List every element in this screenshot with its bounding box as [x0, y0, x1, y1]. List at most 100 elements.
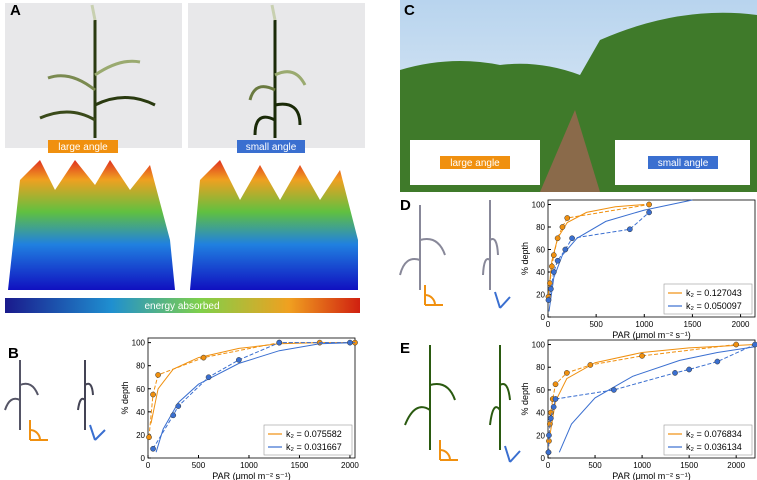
y-tick-label: 60	[136, 385, 145, 394]
data-point	[276, 339, 283, 346]
fit-curve	[155, 342, 356, 453]
tag-box	[648, 156, 718, 169]
y-tick-label: 40	[536, 409, 545, 418]
fit-curve	[548, 199, 693, 312]
tag: large angle	[450, 158, 500, 169]
x-tick-label: 1000	[635, 320, 653, 329]
data-point	[546, 432, 552, 439]
data-point	[569, 235, 575, 242]
y-axis-label: % depth	[520, 382, 530, 415]
x-tick-label: 1000	[633, 461, 651, 470]
data-point	[150, 445, 156, 452]
tag-box	[48, 140, 118, 153]
legend-label: k₂ = 0.076834	[686, 429, 742, 439]
y-tick-label: 80	[136, 362, 145, 371]
panel-label: B	[8, 345, 19, 362]
data-point	[611, 387, 617, 393]
tag: large angle	[58, 142, 108, 153]
y-tick-label: 20	[136, 431, 145, 440]
legend-label: k₂ = 0.036134	[686, 442, 742, 452]
fit-curve	[150, 342, 355, 424]
y-tick-label: 0	[141, 454, 146, 463]
x-tick-label: 2000	[341, 461, 359, 470]
y-tick-label: 60	[536, 386, 545, 395]
legend-box	[263, 424, 353, 456]
data-point	[587, 362, 594, 368]
fit-curve	[558, 346, 756, 453]
x-tick-label: 1500	[291, 461, 309, 470]
colorbar-label: energy absorbed	[144, 301, 219, 312]
tag-box	[237, 140, 305, 153]
plot-frame	[547, 199, 756, 318]
plant-small	[248, 4, 307, 138]
panel-label: A	[10, 2, 21, 19]
y-axis-label: % depth	[520, 242, 530, 275]
x-axis-label: PAR (μmol m⁻² s⁻¹)	[612, 471, 691, 480]
data-point	[733, 341, 740, 348]
data-line	[548, 344, 756, 453]
data-point	[686, 366, 692, 373]
data-point	[646, 209, 652, 216]
data-point	[714, 358, 721, 365]
panel-label: E	[400, 340, 410, 357]
data-point	[554, 235, 561, 242]
y-tick-label: 80	[536, 223, 545, 232]
tag: small angle	[658, 158, 709, 169]
panel-label: C	[404, 2, 415, 19]
data-point	[626, 226, 633, 233]
data-point	[559, 224, 566, 230]
y-tick-label: 0	[541, 454, 546, 463]
y-tick-label: 20	[536, 291, 545, 300]
panel-label: D	[400, 197, 411, 214]
data-point	[146, 434, 152, 441]
x-tick-label: 1500	[684, 320, 702, 329]
legend-label: k₂ = 0.050097	[686, 301, 742, 311]
legend-label: k₂ = 0.075582	[286, 429, 342, 439]
data-line	[148, 342, 355, 438]
x-tick-label: 500	[588, 461, 602, 470]
data-point	[547, 409, 554, 416]
data-point	[545, 449, 552, 456]
data-point	[550, 252, 557, 258]
data-point	[639, 353, 645, 359]
data-point	[554, 257, 561, 264]
x-tick-label: 500	[192, 461, 206, 470]
fit-curve	[548, 204, 645, 295]
data-point	[552, 396, 559, 402]
data-point	[552, 381, 559, 388]
y-tick-label: 100	[532, 201, 546, 210]
data-point	[564, 215, 571, 221]
plant-icons	[4, 200, 521, 463]
y-tick-label: 60	[536, 246, 545, 255]
data-point	[752, 341, 757, 348]
data-point	[672, 370, 678, 376]
data-point	[545, 297, 552, 303]
x-tick-label: 2000	[732, 320, 750, 329]
legend-box	[663, 424, 753, 456]
x-tick-label: 0	[146, 461, 151, 470]
data-point	[170, 412, 177, 419]
y-tick-label: 100	[132, 339, 146, 348]
legend-box	[663, 283, 753, 315]
tag-box	[440, 156, 510, 169]
data-point	[646, 201, 652, 208]
legend-label: k₂ = 0.031667	[286, 442, 342, 452]
x-tick-label: 1500	[680, 461, 698, 470]
data-point	[347, 339, 353, 346]
y-tick-label: 40	[536, 268, 545, 277]
x-axis-label: PAR (μmol m⁻² s⁻¹)	[612, 330, 691, 340]
data-point	[236, 357, 242, 363]
data-point	[175, 403, 182, 409]
plot-frame	[147, 337, 356, 459]
data-point	[547, 415, 554, 422]
x-tick-label: 0	[546, 461, 551, 470]
x-tick-label: 0	[546, 320, 551, 329]
x-tick-label: 1000	[240, 461, 258, 470]
data-point	[150, 391, 156, 398]
data-point	[563, 370, 570, 376]
tag: small angle	[246, 142, 297, 153]
x-axis-label: PAR (μmol m⁻² s⁻¹)	[212, 471, 291, 480]
x-tick-label: 500	[589, 320, 603, 329]
